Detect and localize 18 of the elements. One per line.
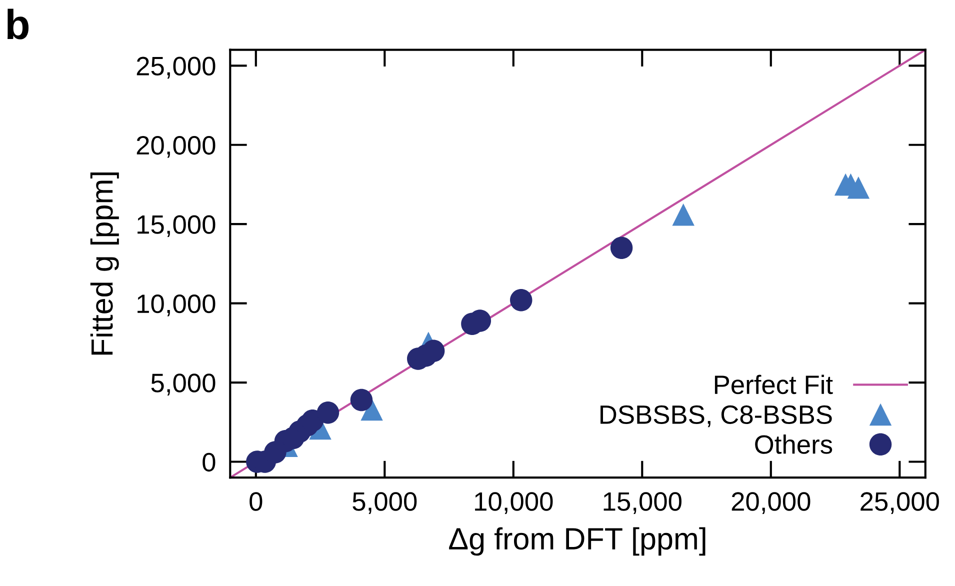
x-tick-label: 15,000 — [604, 492, 682, 514]
y-axis-title: Fitted g [ppm] — [90, 172, 119, 355]
y-tick-label: 15,000 — [138, 215, 216, 238]
y-tick-label: 5,000 — [151, 374, 216, 396]
y-tick-label: 20,000 — [136, 136, 216, 158]
x-tick-label: 5,000 — [352, 492, 417, 514]
x-tick-label: 25,000 — [860, 492, 939, 514]
x-tick-label: 10,000 — [475, 492, 553, 514]
y-tick-label: 10,000 — [138, 294, 216, 316]
text: b — [8, 8, 29, 40]
x-tick-label: 20,000 — [732, 492, 810, 514]
x-axis-title: Δg from DFT [ppm] — [449, 527, 706, 556]
legend-label: Perfect Fit — [714, 374, 833, 394]
x-tick-label: 0 — [250, 492, 262, 511]
legend-label: Others — [755, 434, 832, 454]
y-tick-label: 25,000 — [136, 56, 216, 79]
legend-label: DSBSBS, C8-BSBS — [600, 405, 832, 428]
y-tick-label: 0 — [202, 452, 216, 472]
